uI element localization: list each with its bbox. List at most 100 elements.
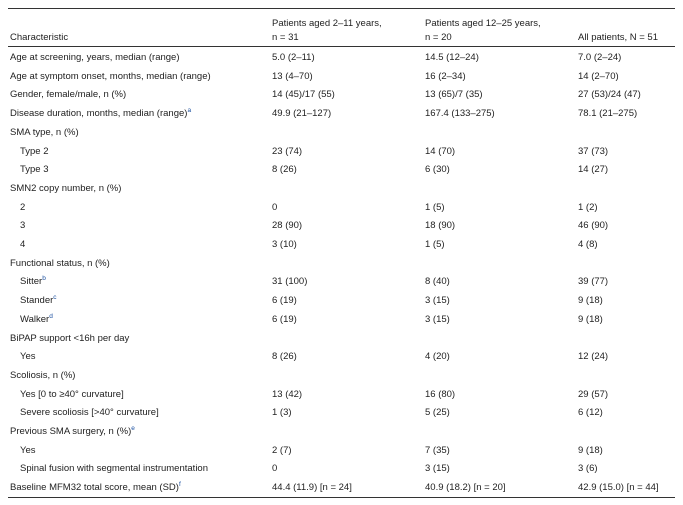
cell: 3 (15) [425, 463, 450, 475]
header-cell: All patients, N = 51 [578, 32, 659, 43]
cell: 14 (45)/17 (55) [272, 89, 335, 101]
cell: 8 (26) [272, 164, 297, 176]
row-label: Yes [0 to ≥40° curvature] [20, 389, 124, 401]
cell: 37 (73) [578, 145, 609, 157]
label-text: Scoliosis, n (%) [10, 369, 76, 381]
row-label: Walkerd [20, 312, 53, 326]
cell: 9 (18) [578, 313, 603, 325]
row-label: Yes [20, 445, 36, 457]
cell: 4 (20) [425, 351, 450, 363]
cell: 14 (2–70) [578, 70, 619, 82]
label-text: Stander [20, 295, 54, 307]
footnote-mark: a [187, 107, 192, 115]
cell: 0 [272, 201, 278, 213]
cell: 39 (77) [578, 276, 609, 288]
top-rule [8, 8, 675, 9]
row-label: Yes [20, 351, 36, 363]
label-text: Previous SMA surgery, n (%) [10, 426, 132, 437]
cell: 13 (42) [272, 388, 303, 400]
label-text: Disease duration, months, median (range) [10, 108, 188, 120]
cell: 16 (2–34) [425, 70, 466, 82]
label-text: Type 2 [20, 145, 49, 157]
cell: 27 (53)/24 (47) [578, 89, 641, 101]
row-label: 3 [20, 220, 25, 232]
label-text: 2 [20, 201, 26, 213]
cell: 9 (18) [578, 444, 603, 456]
cell: 1 (2) [578, 201, 598, 213]
row-label: Age at screening, years, median (range) [10, 52, 180, 64]
row-label: Type 3 [20, 164, 49, 176]
cell: 8 (40) [425, 276, 450, 288]
cell: 13 (4–70) [272, 70, 313, 82]
header-cell: n = 20 [425, 32, 452, 43]
label-text: SMA type, n (%) [10, 126, 79, 138]
row-label: SMA type, n (%) [10, 127, 79, 139]
cell: 167.4 (133–275) [425, 108, 495, 120]
cell: 14.5 (12–24) [425, 52, 479, 63]
row-label: Type 2 [20, 146, 49, 158]
cell: 6 (12) [578, 407, 603, 419]
cell: 29 (57) [578, 388, 609, 400]
cell: 18 (90) [425, 220, 456, 232]
cell: 3 (15) [425, 313, 450, 325]
cell: 2 (7) [272, 444, 292, 456]
footnote-mark: c [53, 294, 57, 302]
cell: 78.1 (21–275) [578, 108, 638, 120]
cell: 5 (25) [425, 407, 450, 419]
cell: 49.9 (21–127) [272, 108, 332, 120]
footnote-mark: b [42, 275, 46, 283]
cell: 46 (90) [578, 220, 609, 232]
label-text: 4 [20, 239, 26, 250]
cell: 6 (19) [272, 295, 297, 307]
footnote-mark: d [49, 312, 53, 320]
label-text: Age at symptom onset, months, median (ra… [10, 70, 211, 82]
label-text: Functional status, n (%) [10, 257, 110, 269]
row-label: Previous SMA surgery, n (%)e [10, 425, 135, 438]
label-text: Yes [20, 351, 36, 363]
row-label: Severe scoliosis [>40° curvature] [20, 407, 159, 419]
cell: 9 (18) [578, 295, 603, 307]
cell: 16 (80) [425, 388, 456, 400]
cell: 31 (100) [272, 276, 308, 288]
row-label: Functional status, n (%) [10, 258, 110, 270]
row-label: Scoliosis, n (%) [10, 370, 75, 382]
header-cell: Patients aged 2–11 years, [272, 18, 382, 29]
bottom-rule [8, 497, 675, 498]
cell: 3 (6) [578, 463, 598, 475]
label-text: Severe scoliosis [>40° curvature] [20, 407, 159, 419]
cell: 23 (74) [272, 145, 303, 157]
cell: 1 (5) [425, 201, 445, 213]
row-label: 4 [20, 239, 25, 251]
cell: 14 (27) [578, 164, 609, 176]
cell: 3 (10) [272, 239, 297, 250]
cell: 12 (24) [578, 351, 609, 363]
label-text: BiPAP support <16h per day [10, 332, 130, 344]
header-rule [8, 46, 675, 47]
label-text: Walker [20, 313, 50, 325]
label-text: Age at screening, years, median (range) [10, 52, 180, 63]
label-text: Yes [0 to ≥40° curvature] [20, 388, 124, 400]
label-text: Baseline MFM32 total score, mean (SD) [10, 482, 179, 494]
row-label: SMN2 copy number, n (%) [10, 183, 121, 195]
label-text: 3 [20, 220, 26, 232]
label-text: Gender, female/male, n (%) [10, 89, 127, 101]
cell: 7 (35) [425, 444, 450, 456]
cell: 42.9 (15.0) [n = 44] [578, 482, 659, 494]
cell: 3 (15) [425, 295, 450, 307]
cell: 8 (26) [272, 351, 297, 363]
header-cell: Characteristic [10, 32, 69, 43]
row-label: Gender, female/male, n (%) [10, 89, 126, 101]
cell: 5.0 (2–11) [272, 52, 315, 63]
cell: 14 (70) [425, 145, 456, 157]
cell: 6 (30) [425, 164, 450, 176]
label-text: Type 3 [20, 164, 49, 176]
label-text: SMN2 copy number, n (%) [10, 182, 122, 194]
row-label: Disease duration, months, median (range)… [10, 107, 192, 120]
cell: 7.0 (2–24) [578, 52, 622, 63]
row-label: Age at symptom onset, months, median (ra… [10, 71, 211, 83]
row-label: Standerc [20, 294, 57, 307]
cell: 28 (90) [272, 220, 303, 232]
cell: 40.9 (18.2) [n = 20] [425, 482, 506, 494]
label-text: Sitter [20, 276, 43, 288]
